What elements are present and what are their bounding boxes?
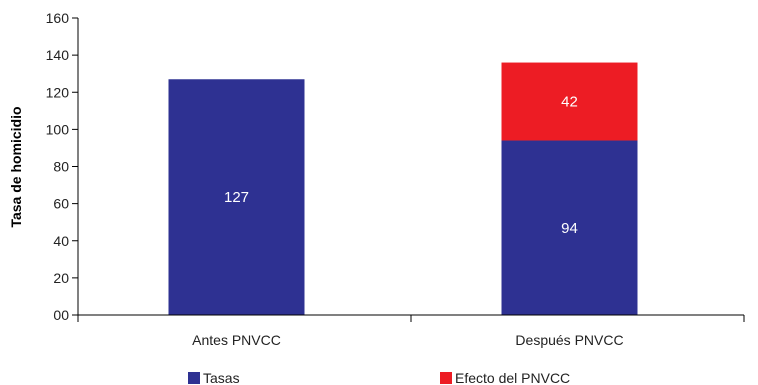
legend-swatch [440,372,452,384]
y-tick-label: 80 [53,159,69,175]
y-tick-label: 60 [53,196,69,212]
data-label: 127 [224,189,249,206]
y-axis-ticks: 00 20 40 60 80 100 120 140 160 [46,10,78,323]
y-tick-label: 00 [53,307,69,323]
x-tick-label: Después PNVCC [515,332,623,348]
bar-segment [168,79,305,315]
y-tick-label: 40 [53,233,69,249]
data-label: 94 [561,220,578,237]
bar-segment [501,62,638,141]
legend-label: Efecto del PNVCC [455,370,570,385]
legend-swatch [188,372,200,384]
y-tick-label: 100 [46,121,70,137]
data-label: 42 [561,94,578,111]
bars: 127 94 42 [168,62,638,315]
bar-segment [501,140,638,315]
x-tick-label: Antes PNVCC [192,332,281,348]
y-tick-label: 20 [53,270,69,286]
legend: Tasas Efecto del PNVCC [188,370,570,385]
y-axis-label: Tasa de homicidio [8,106,24,227]
axes [77,18,745,322]
legend-label: Tasas [203,370,240,385]
y-tick-label: 140 [46,47,70,63]
x-axis-labels: Antes PNVCC Después PNVCC [192,332,623,348]
y-tick-label: 160 [46,10,70,26]
y-tick-label: 120 [46,84,70,100]
